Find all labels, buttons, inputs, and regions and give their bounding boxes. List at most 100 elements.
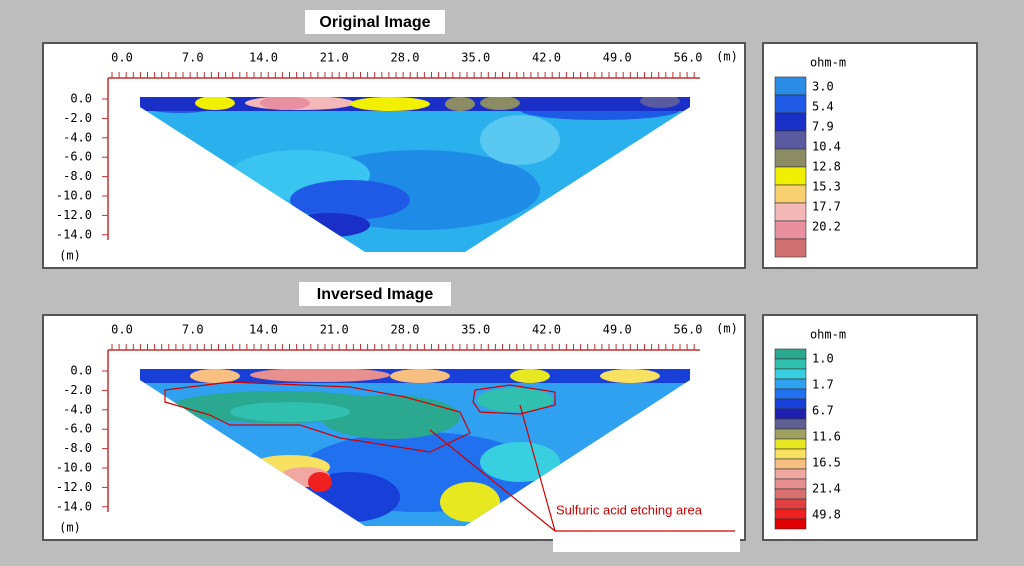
heat-blob: [480, 442, 560, 482]
legend-label: 11.6: [812, 430, 841, 444]
legend-swatch: [774, 148, 807, 168]
x-tick-label: 56.0: [674, 323, 703, 337]
title-box: [305, 10, 445, 34]
y-tick-label: -4.0: [63, 402, 92, 416]
panel-title: Original Image: [319, 14, 430, 31]
legend-unit: ohm-m: [810, 56, 846, 70]
x-tick-label: 28.0: [391, 51, 420, 65]
legend-swatch: [774, 166, 807, 186]
x-tick-label: 42.0: [532, 51, 561, 65]
legend-swatch: [774, 488, 807, 500]
x-unit: (m): [716, 50, 738, 64]
heat-blob: [480, 97, 520, 110]
legend-label: 7.9: [812, 120, 834, 134]
x-tick-label: 7.0: [182, 51, 204, 65]
y-tick-label: -12.0: [56, 208, 92, 222]
heat-blob: [308, 472, 332, 492]
annotation: Sulfuric acid etching area: [556, 502, 703, 517]
y-tick-label: -6.0: [63, 150, 92, 164]
x-tick-label: 7.0: [182, 323, 204, 337]
x-tick-label: 35.0: [461, 323, 490, 337]
legend-swatch: [774, 94, 807, 114]
legend-swatch: [774, 498, 807, 510]
etching-outline: [164, 381, 471, 453]
y-tick-label: -10.0: [56, 189, 92, 203]
y-tick-label: -8.0: [63, 441, 92, 455]
legend-swatch: [774, 518, 807, 530]
heat-blob: [320, 395, 460, 439]
legend-swatch: [774, 358, 807, 370]
legend-label: 6.7: [812, 404, 834, 418]
legend-swatch: [774, 398, 807, 410]
heat-blob: [440, 482, 500, 522]
y-tick-label: -10.0: [56, 461, 92, 475]
legend-label: 12.8: [812, 160, 841, 174]
legend-swatch: [774, 468, 807, 480]
y-tick-label: 0.0: [70, 364, 92, 378]
y-tick-label: -2.0: [63, 383, 92, 397]
y-tick-label: -12.0: [56, 480, 92, 494]
heat-blob: [480, 115, 560, 165]
x-tick-label: 42.0: [532, 323, 561, 337]
x-tick-label: 21.0: [320, 323, 349, 337]
legend-swatch: [774, 448, 807, 460]
heat-blob: [195, 97, 235, 110]
heat-blob: [350, 97, 430, 111]
legend-swatch: [774, 378, 807, 390]
panel-title: Inversed Image: [317, 286, 434, 303]
x-tick-label: 49.0: [603, 323, 632, 337]
legend-swatch: [774, 478, 807, 490]
legend-label: 20.2: [812, 220, 841, 234]
legend-label: 49.8: [812, 508, 841, 522]
y-tick-label: -2.0: [63, 111, 92, 125]
legend-label: 15.3: [812, 180, 841, 194]
legend-label: 10.4: [812, 140, 841, 154]
legend-swatch: [774, 418, 807, 430]
y-tick-label: -6.0: [63, 422, 92, 436]
legend-swatch: [774, 238, 807, 258]
heat-blob: [445, 97, 475, 111]
legend-swatch: [774, 348, 807, 360]
title-box: [299, 282, 451, 306]
heat-blob: [477, 388, 553, 412]
legend-label: 1.7: [812, 378, 834, 392]
heat-blob: [260, 97, 310, 110]
x-tick-label: 14.0: [249, 323, 278, 337]
legend-swatch: [774, 202, 807, 222]
legend-swatch: [774, 428, 807, 440]
x-tick-label: 0.0: [111, 323, 133, 337]
x-tick-label: 35.0: [461, 51, 490, 65]
legend-swatch: [774, 76, 807, 96]
leader-line: [519, 404, 556, 532]
legend-label: 3.0: [812, 80, 834, 94]
legend-swatch: [774, 388, 807, 400]
x-tick-label: 56.0: [674, 51, 703, 65]
legend-swatch: [774, 112, 807, 132]
heat-blob: [290, 180, 410, 220]
y-tick-label: -4.0: [63, 130, 92, 144]
legend-swatch: [774, 438, 807, 450]
leader-line: [429, 429, 556, 532]
x-tick-label: 21.0: [320, 51, 349, 65]
x-tick-label: 28.0: [391, 323, 420, 337]
heat-blob: [230, 402, 350, 422]
legend-label: 5.4: [812, 100, 834, 114]
legend-label: 1.0: [812, 352, 834, 366]
x-unit: (m): [716, 322, 738, 336]
heat-blob: [640, 97, 680, 108]
legend-label: 21.4: [812, 482, 841, 496]
legend-label: 16.5: [812, 456, 841, 470]
legend-swatch: [774, 408, 807, 420]
x-tick-label: 0.0: [111, 51, 133, 65]
x-tick-label: 14.0: [249, 51, 278, 65]
y-tick-label: -14.0: [56, 499, 92, 513]
heat-blob: [250, 369, 390, 382]
x-tick-label: 49.0: [603, 51, 632, 65]
heat-blob: [390, 369, 450, 383]
y-unit: (m): [59, 521, 81, 535]
annotation-box: [553, 497, 740, 552]
y-tick-label: -8.0: [63, 169, 92, 183]
y-unit: (m): [59, 249, 81, 263]
legend-swatch: [774, 508, 807, 520]
